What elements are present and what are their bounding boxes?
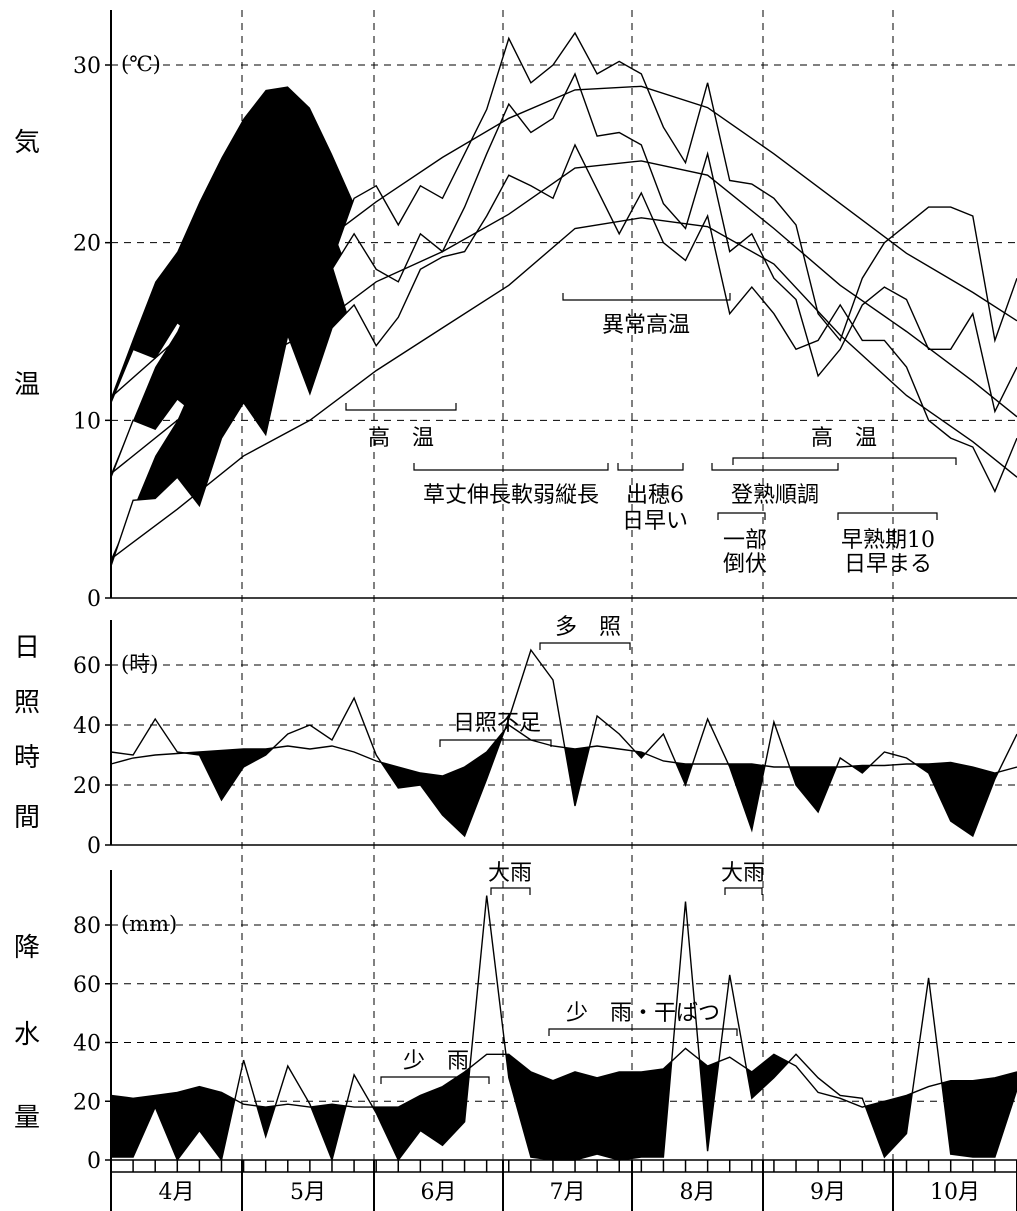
precip-deficit-fill bbox=[111, 1054, 1017, 1160]
precip-annotation-label-3: 少 雨 bbox=[403, 1049, 469, 1074]
temp-observed-line-1 bbox=[110, 31, 1017, 403]
sunshine-observed-line bbox=[110, 648, 1017, 838]
sunshine-tick-label-0: 0 bbox=[87, 834, 101, 859]
precipitation-tick-label-0: 0 bbox=[87, 1149, 101, 1174]
month-label-8: 8月 bbox=[680, 1180, 716, 1205]
precip-annotation-bracket-1 bbox=[490, 887, 531, 895]
precip-annotation-label-4: 少 雨・干ばつ bbox=[566, 1001, 720, 1026]
precip-annotation-label-2: 大雨 bbox=[721, 861, 765, 886]
temp-annotation-label-7b: 倒伏 bbox=[723, 552, 767, 577]
temp-annotation-label-7: 一部 bbox=[723, 528, 767, 553]
month-label-9: 9月 bbox=[810, 1180, 846, 1205]
sunshine-annotation-label-2: 日照不足 bbox=[453, 711, 541, 736]
temp-normal-line-2 bbox=[110, 160, 1017, 475]
temp-annotation-bracket-1 bbox=[345, 403, 457, 411]
temp-annotation-bracket-2 bbox=[413, 463, 609, 471]
temp-observed-line-2 bbox=[110, 72, 1017, 478]
sunshine-annotation-label-1: 多 照 bbox=[555, 615, 621, 640]
precip-annotation-bracket-4 bbox=[548, 1028, 738, 1036]
month-label-10: 10月 bbox=[930, 1180, 980, 1205]
temp-normal-line-1 bbox=[110, 85, 1017, 398]
sunshine-deficit-fill bbox=[184, 729, 999, 836]
temp-tick-label-30: 30 bbox=[73, 54, 101, 79]
precip-annotation-label-1: 大雨 bbox=[488, 861, 532, 886]
precipitation-tick-label-60: 60 bbox=[73, 973, 101, 998]
month-label-6: 6月 bbox=[421, 1180, 457, 1205]
temp-tick-label-0: 0 bbox=[87, 587, 101, 612]
precip-observed-line bbox=[111, 895, 1017, 1163]
month-label-4: 4月 bbox=[159, 1180, 195, 1205]
temp-tick-label-10: 10 bbox=[73, 409, 101, 434]
precipitation-unit-label: (mm) bbox=[121, 912, 177, 936]
temp-annotation-label-2: 草丈伸長軟弱縦長 bbox=[423, 483, 599, 508]
temp-annotation-label-8b: 日早まる bbox=[844, 552, 932, 577]
sunshine-tick-label-40: 40 bbox=[73, 714, 101, 739]
sunshine-normal-line bbox=[110, 724, 1017, 777]
temp-normal-line-3 bbox=[110, 217, 1017, 560]
temp-annotation-label-6: 高 温 bbox=[811, 426, 877, 451]
temp-unit-label: (℃) bbox=[121, 52, 161, 76]
temp-label-1: 気 bbox=[14, 128, 41, 158]
precip-annotation-bracket-3 bbox=[380, 1076, 490, 1084]
temp-annotation-bracket-3 bbox=[562, 293, 731, 301]
sun-label-3: 時 bbox=[14, 743, 41, 773]
sunshine-tick-label-60: 60 bbox=[73, 654, 101, 679]
temp-annotation-bracket-5 bbox=[711, 463, 839, 471]
temp-annotation-bracket-8 bbox=[837, 512, 938, 520]
temp-annotation-label-5: 登熟順調 bbox=[731, 483, 819, 508]
temp-annotation-label-8: 早熟期10 bbox=[841, 528, 935, 553]
temp-annotation-label-4: 出穂6 bbox=[626, 483, 684, 508]
sunshine-annotation-bracket-2 bbox=[439, 739, 552, 747]
temp-deficit-fill-3 bbox=[111, 217, 347, 567]
sun-label-2: 照 bbox=[14, 688, 41, 718]
temp-annotation-bracket-4 bbox=[617, 463, 684, 471]
precipitation-tick-label-80: 80 bbox=[73, 914, 101, 939]
month-label-7: 7月 bbox=[550, 1180, 586, 1205]
precip-annotation-bracket-2 bbox=[724, 887, 763, 895]
temp-tick-label-20: 20 bbox=[73, 232, 101, 257]
month-label-5: 5月 bbox=[290, 1180, 326, 1205]
temp-annotation-label-4b: 日早い bbox=[622, 509, 688, 534]
temp-annotation-bracket-7 bbox=[717, 512, 766, 520]
precip-label-2: 水 bbox=[14, 1020, 41, 1050]
sun-label-4: 間 bbox=[14, 803, 41, 833]
temp-observed-line-3 bbox=[110, 143, 1017, 567]
temp-annotation-label-1: 高 温 bbox=[368, 426, 434, 451]
sunshine-tick-label-20: 20 bbox=[73, 774, 101, 799]
sunshine-annotation-bracket-1 bbox=[539, 642, 631, 650]
precip-label-1: 降 bbox=[14, 933, 41, 963]
temp-annotation-label-3: 異常高温 bbox=[602, 313, 690, 338]
precip-label-3: 量 bbox=[14, 1103, 41, 1133]
temp-label-2: 温 bbox=[14, 370, 41, 400]
temp-annotation-bracket-6 bbox=[732, 457, 957, 465]
precipitation-tick-label-40: 40 bbox=[73, 1032, 101, 1057]
sun-label-1: 日 bbox=[14, 633, 41, 663]
precipitation-tick-label-20: 20 bbox=[73, 1090, 101, 1115]
sunshine-unit-label: (時) bbox=[121, 652, 158, 676]
